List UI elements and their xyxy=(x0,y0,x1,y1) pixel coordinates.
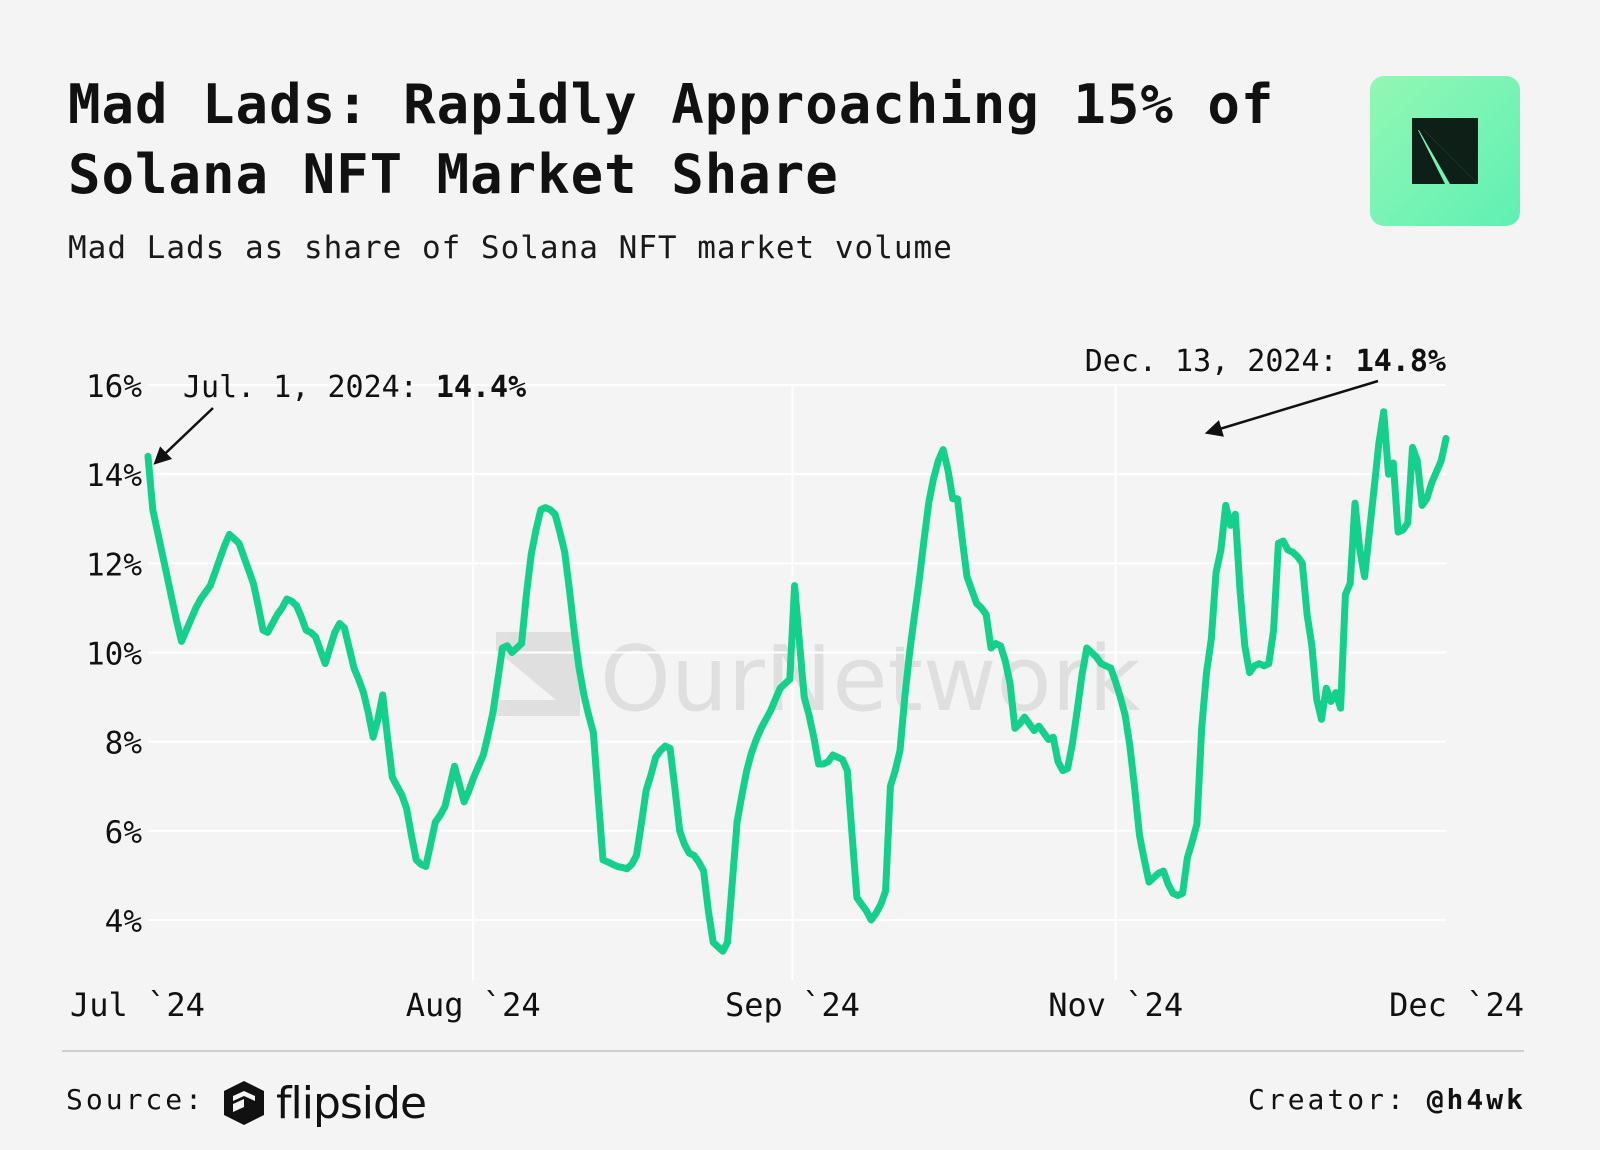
series-line xyxy=(144,408,1450,955)
x-tick-label: Jul `24 xyxy=(70,986,205,1024)
flipside-logo: flipside xyxy=(218,1073,427,1133)
annotation-end: Dec. 13, 2024: 14.8% xyxy=(1085,344,1446,379)
creator-credit: Creator: @h4wk xyxy=(1248,1083,1526,1116)
chart-subtitle: Mad Lads as share of Solana NFT market v… xyxy=(68,230,953,266)
x-tick-label: Aug `24 xyxy=(406,986,541,1024)
footer-divider xyxy=(62,1050,1524,1052)
annotation-start: Jul. 1, 2024: 14.4% xyxy=(183,370,526,405)
x-tick-label: Sep `24 xyxy=(725,986,860,1024)
creator-handle: @h4wk xyxy=(1426,1083,1526,1116)
y-tick-label: 8% xyxy=(105,726,143,762)
logo-mark-icon xyxy=(1412,118,1478,184)
y-tick-label: 4% xyxy=(105,904,143,940)
annotation-arrow-start xyxy=(153,407,214,465)
x-tick-label: Dec `24 xyxy=(1389,986,1524,1024)
flipside-wordmark: flipside xyxy=(276,1077,427,1129)
ournetwork-logo xyxy=(1370,76,1520,226)
source-label: Source: xyxy=(66,1083,206,1116)
line-chart: OurNetwork 4% 6% 8% 10% 12% 14% 16% Jul `24 Aug `… xyxy=(70,344,1524,1024)
x-tick-label: Nov `24 xyxy=(1048,986,1183,1024)
flipside-cube-icon xyxy=(224,1081,264,1125)
y-tick-label: 12% xyxy=(86,547,142,583)
creator-label: Creator: xyxy=(1247,1083,1407,1116)
y-tick-label: 6% xyxy=(105,815,143,851)
y-tick-label: 10% xyxy=(86,637,142,673)
watermark-text: OurNetwork xyxy=(600,627,1141,732)
watermark: OurNetwork xyxy=(496,627,1141,732)
annotation-arrow-end xyxy=(1204,379,1379,437)
y-tick-label: 14% xyxy=(86,458,142,494)
chart-title: Mad Lads: Rapidly Approaching 15% of Sol… xyxy=(68,73,1275,206)
y-tick-label: 16% xyxy=(86,369,142,405)
